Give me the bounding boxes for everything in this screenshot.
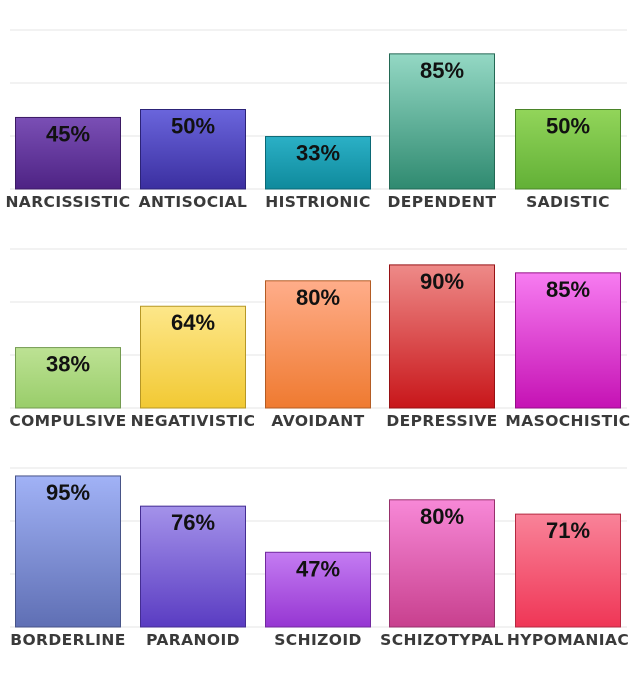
category-label-schizoid: SCHIZOID bbox=[274, 631, 362, 649]
bar-dependent bbox=[389, 53, 495, 190]
data-label-dependent: 85% bbox=[420, 58, 464, 83]
data-label-compulsive: 38% bbox=[46, 352, 90, 377]
category-label-negativistic: NEGATIVISTIC bbox=[131, 412, 256, 430]
data-label-schizotypal: 80% bbox=[420, 504, 464, 529]
category-label-dependent: DEPENDENT bbox=[388, 193, 497, 211]
category-label-narcissistic: NARCISSISTIC bbox=[5, 193, 130, 211]
chart-panel-3: 95% BORDERLINE 76% PARANOID 47% SCHIZOID 80% SC… bbox=[10, 467, 629, 649]
category-label-schizotypal: SCHIZOTYPAL bbox=[380, 631, 504, 649]
bar-avoidant bbox=[265, 280, 371, 409]
bar-negativistic bbox=[140, 305, 246, 409]
bar-masochistic bbox=[515, 272, 621, 409]
category-label-paranoid: PARANOID bbox=[146, 631, 240, 649]
data-label-sadistic: 50% bbox=[546, 114, 590, 139]
bar-sadistic bbox=[515, 109, 621, 190]
data-label-masochistic: 85% bbox=[546, 277, 590, 302]
data-label-depressive: 90% bbox=[420, 269, 464, 294]
bar-antisocial bbox=[140, 109, 246, 190]
category-label-compulsive: COMPULSIVE bbox=[9, 412, 126, 430]
data-label-narcissistic: 45% bbox=[46, 121, 90, 146]
data-label-negativistic: 64% bbox=[171, 310, 215, 335]
data-label-borderline: 95% bbox=[46, 480, 90, 505]
category-label-depressive: DEPRESSIVE bbox=[386, 412, 497, 430]
chart-panel-2: 38% COMPULSIVE 64% NEGATIVISTIC 80% AVOIDANT 9… bbox=[9, 248, 630, 430]
bar-depressive bbox=[389, 264, 495, 409]
category-label-sadistic: SADISTIC bbox=[526, 193, 610, 211]
category-label-masochistic: MASOCHISTIC bbox=[505, 412, 630, 430]
bar-schizoid bbox=[265, 551, 371, 628]
bar-narcissistic bbox=[15, 116, 121, 190]
category-label-histrionic: HISTRIONIC bbox=[265, 193, 370, 211]
category-label-borderline: BORDERLINE bbox=[10, 631, 126, 649]
category-label-antisocial: ANTISOCIAL bbox=[139, 193, 248, 211]
bar-compulsive bbox=[15, 347, 121, 409]
bar-histrionic bbox=[265, 136, 371, 190]
category-label-hypomaniac: HYPOMANIAC bbox=[507, 631, 629, 649]
chart-panel-1: 45% NARCISSISTIC 50% ANTISOCIAL 33% HISTRIONI… bbox=[5, 29, 627, 211]
data-label-paranoid: 76% bbox=[171, 510, 215, 535]
bar-hypomaniac bbox=[515, 513, 621, 628]
bar-borderline bbox=[15, 475, 121, 628]
data-label-schizoid: 47% bbox=[296, 556, 340, 581]
bar-schizotypal bbox=[389, 499, 495, 628]
data-label-antisocial: 50% bbox=[171, 114, 215, 139]
data-label-avoidant: 80% bbox=[296, 285, 340, 310]
category-label-avoidant: AVOIDANT bbox=[271, 412, 364, 430]
data-label-hypomaniac: 71% bbox=[546, 518, 590, 543]
bar-paranoid bbox=[140, 505, 246, 628]
data-label-histrionic: 33% bbox=[296, 141, 340, 166]
